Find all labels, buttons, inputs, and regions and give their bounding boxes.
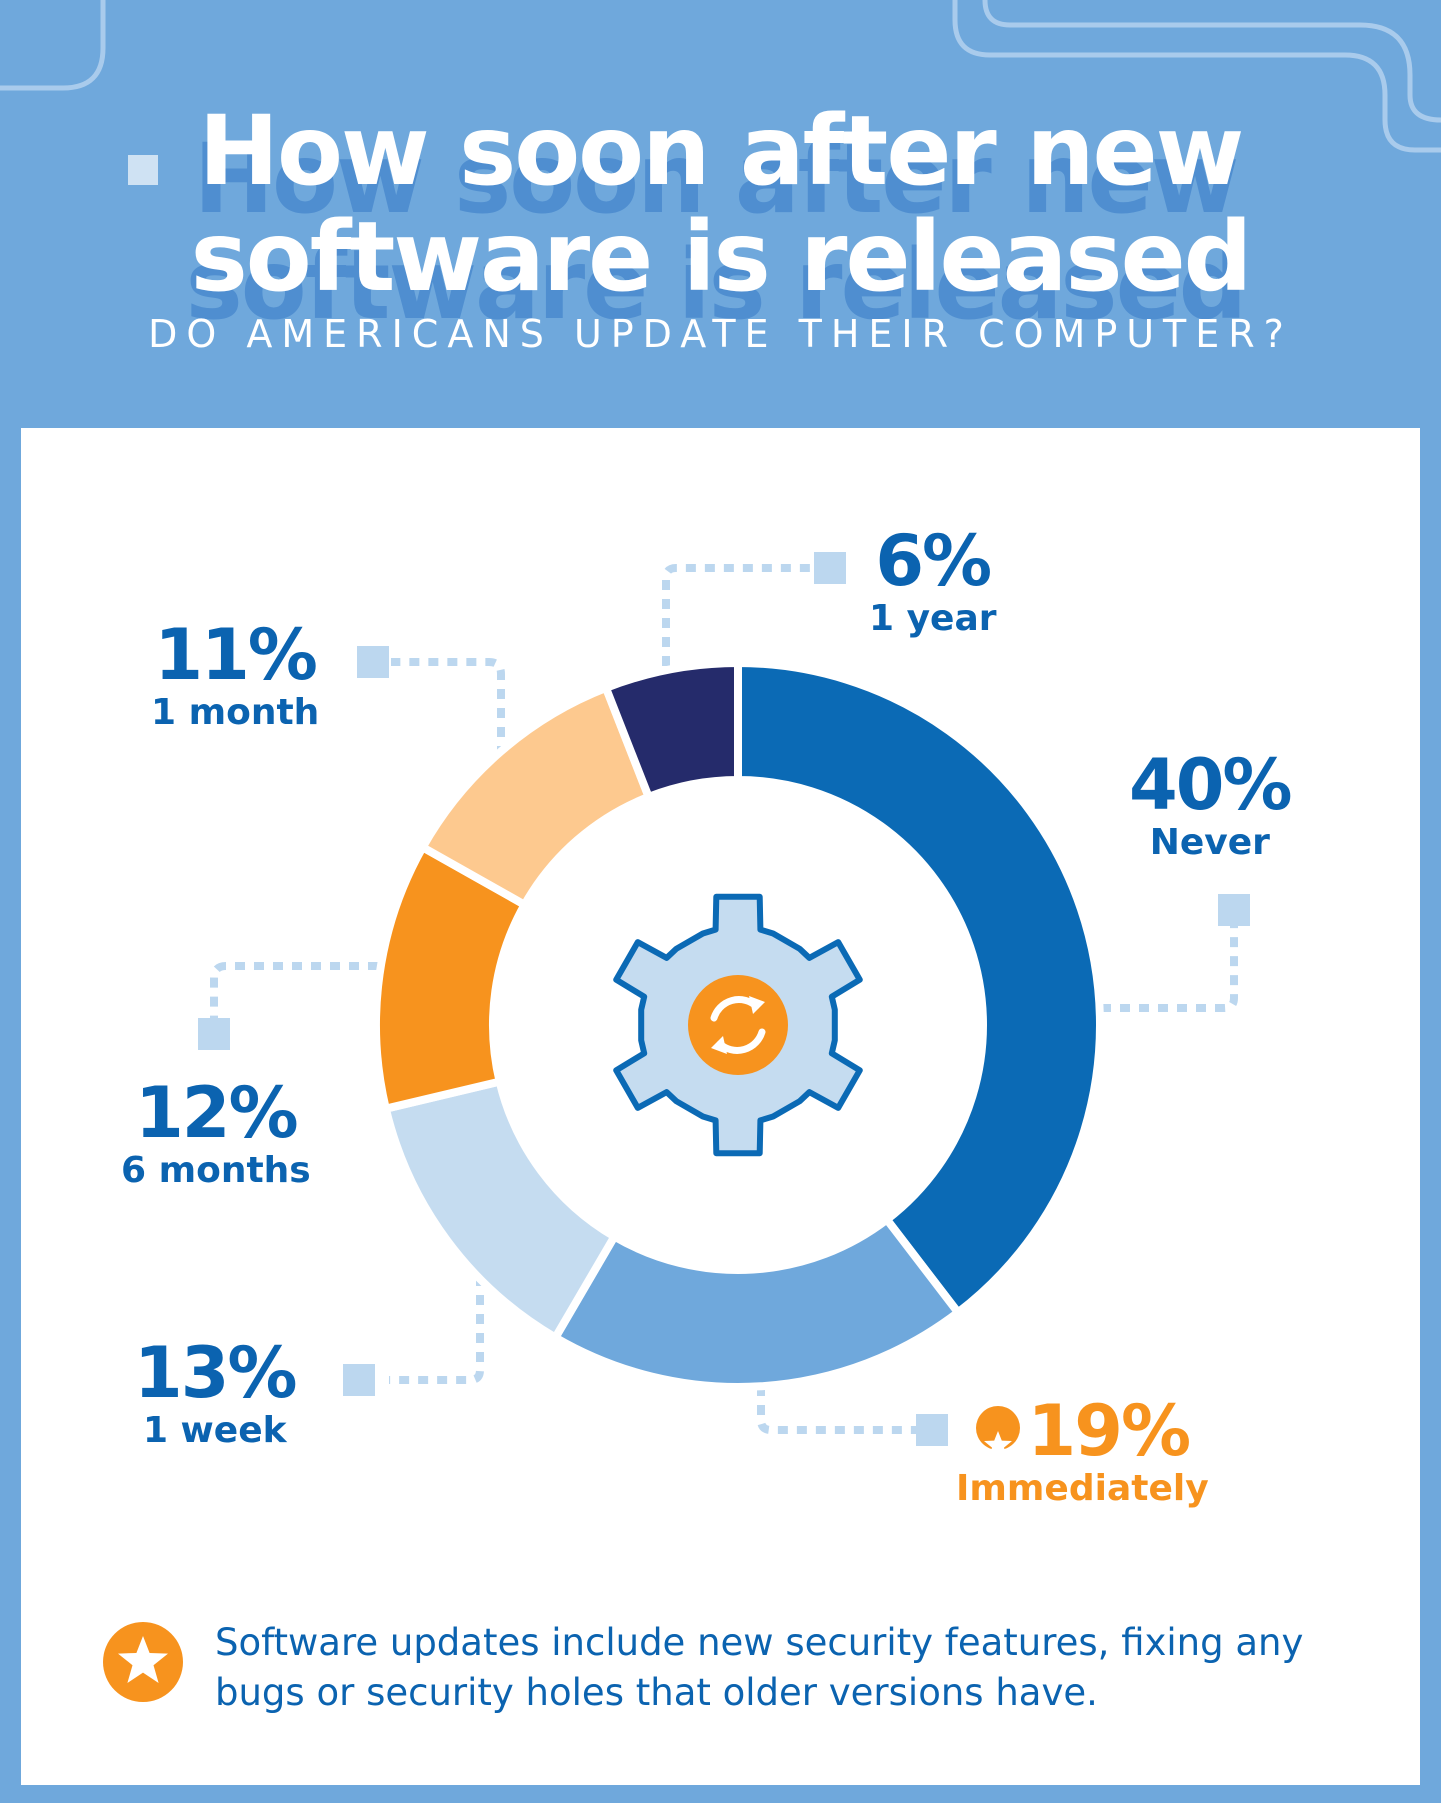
slice-immediately: [551, 1215, 962, 1391]
page-title: How soon after new software is released: [0, 98, 1441, 310]
connector-square-6-months: [198, 1018, 230, 1050]
connector-1-year: [662, 564, 811, 666]
footnote-text: Software updates include new security fe…: [215, 1621, 1304, 1714]
page-title-line2: software is released: [190, 201, 1253, 313]
label-1-year: 6% 1 year: [869, 524, 997, 640]
label-1-month: 11% 1 month: [151, 618, 319, 734]
slice-never: [734, 659, 1104, 1317]
slice-1-year: [601, 659, 742, 801]
footnote: Software updates include new security fe…: [103, 1618, 1353, 1728]
title-bullet-square: [128, 155, 158, 185]
slice-1-week: [381, 1077, 619, 1342]
gear-refresh-icon: [613, 893, 863, 1157]
footnote-star-icon: [103, 1622, 183, 1702]
connector-immediately: [757, 1386, 921, 1434]
label-1-week-category: 1 week: [142, 1410, 287, 1451]
label-1-week-value: 13%: [134, 1332, 298, 1414]
label-6-months-category: 6 months: [121, 1150, 311, 1191]
page-subtitle: DO AMERICANS UPDATE THEIR COMPUTER?: [148, 312, 1293, 356]
connector-never: [1101, 918, 1238, 1012]
connector-square-never: [1218, 894, 1250, 926]
background-decoration: [0, 0, 1441, 153]
label-1-year-category: 1 year: [869, 598, 997, 639]
label-1-month-value: 11%: [154, 614, 318, 696]
label-never: 40% Never: [1129, 744, 1293, 864]
connector-square-1-year: [814, 552, 846, 584]
connector-square-immediately: [916, 1414, 948, 1446]
connector-6-months: [210, 962, 378, 1020]
chart-panel: 6% 1 year 11% 1 month 40% Never 12% 6 mo…: [21, 428, 1420, 1785]
connector-1-month: [391, 658, 505, 756]
title-shadow: How soon after new software is released: [185, 123, 1248, 341]
page-title-line1: How soon after new: [198, 95, 1245, 207]
connector-square-1-month: [357, 646, 389, 678]
label-immediately-value: 19%: [956, 1394, 1209, 1468]
label-6-months-value: 12%: [135, 1072, 299, 1154]
connector-1-week: [389, 1276, 484, 1384]
label-immediately-category: Immediately: [956, 1468, 1209, 1509]
connector-square-1-week: [343, 1364, 375, 1396]
donut-slices: [372, 659, 1104, 1391]
label-1-month-category: 1 month: [151, 692, 320, 733]
label-never-category: Never: [1149, 822, 1270, 863]
label-immediately: 19% Immediately: [956, 1394, 1209, 1510]
label-6-months: 12% 6 months: [121, 1076, 311, 1192]
donut-chart: [198, 552, 1250, 1446]
star-icon: [975, 1405, 1020, 1458]
label-never-value: 40%: [1129, 744, 1293, 826]
label-1-year-value: 6%: [875, 520, 992, 602]
label-1-week: 13% 1 week: [134, 1332, 298, 1452]
